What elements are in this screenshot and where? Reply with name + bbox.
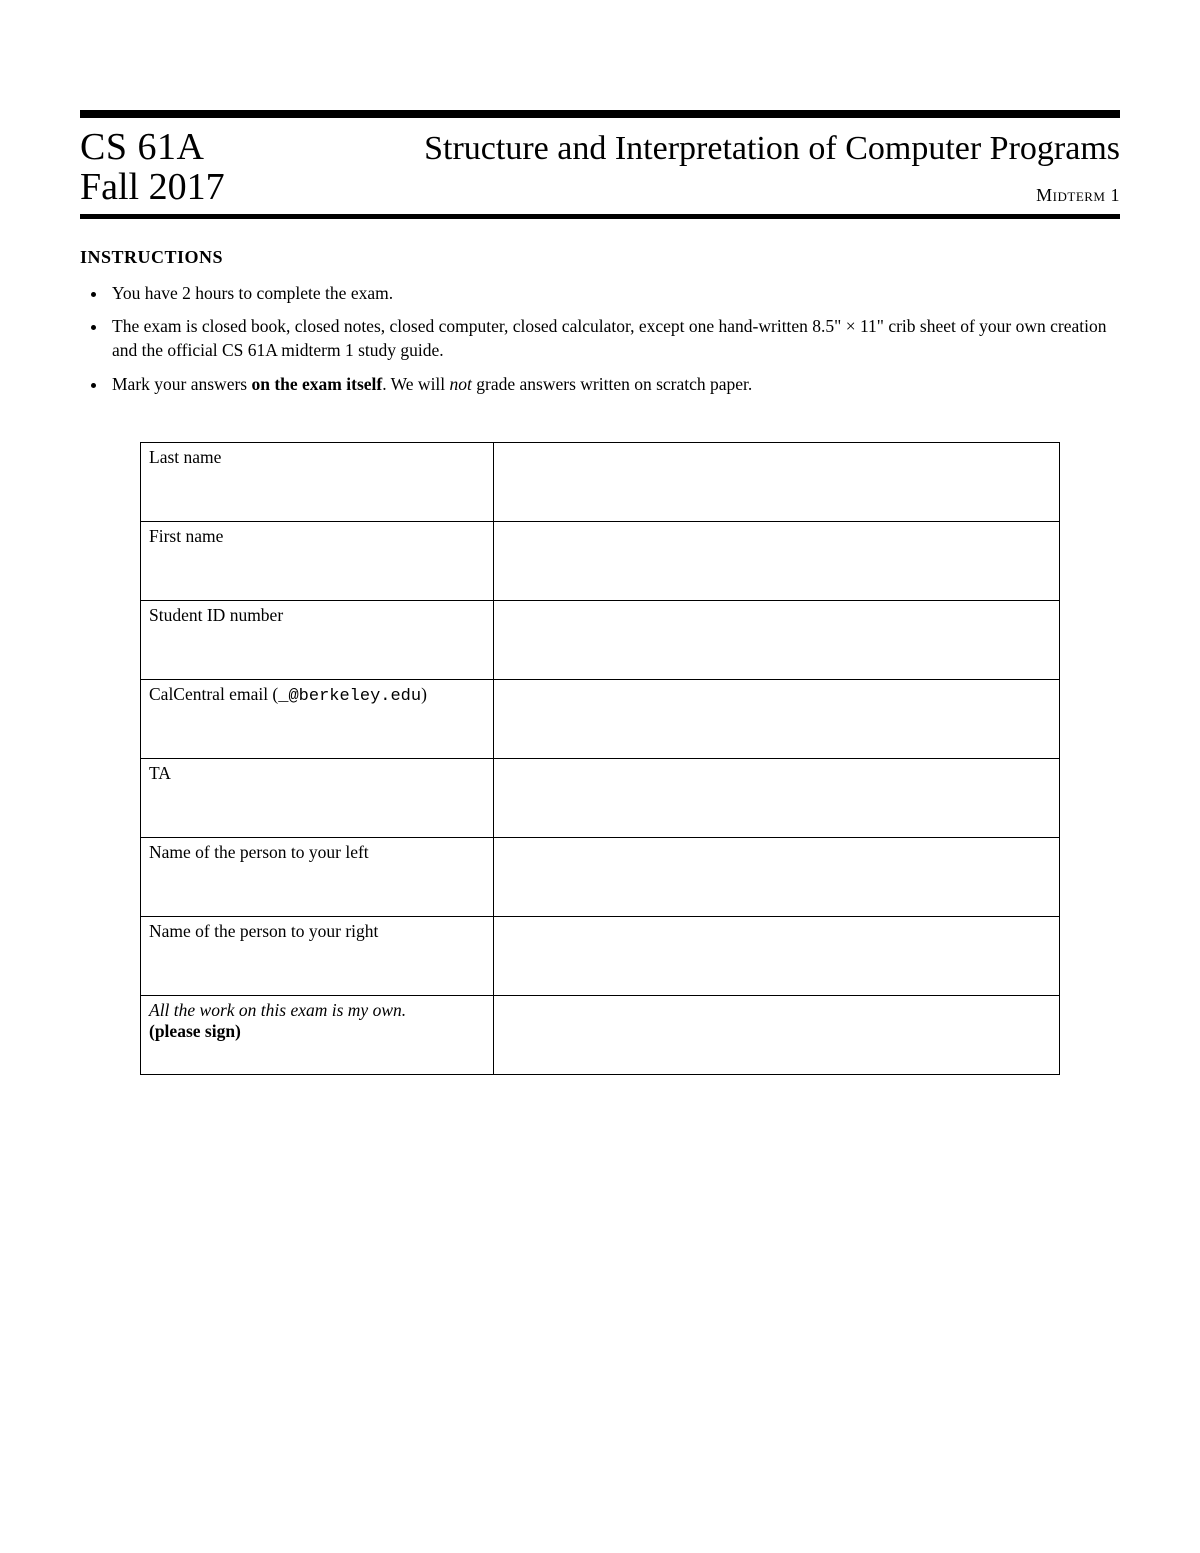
exam-cover-page: CS 61A Fall 2017 Structure and Interpret…	[0, 0, 1200, 1553]
row-label-post: )	[421, 684, 427, 704]
exam-label: Midterm 1	[1036, 185, 1120, 206]
instruction-text: Mark your answers	[112, 374, 251, 394]
left-neighbor-field[interactable]	[494, 838, 1060, 917]
table-row: TA	[141, 759, 1060, 838]
instruction-text: grade answers written on scratch paper.	[472, 374, 752, 394]
first-name-field[interactable]	[494, 522, 1060, 601]
row-label: First name	[141, 522, 494, 601]
row-label: Name of the person to your right	[141, 917, 494, 996]
instructions-list: You have 2 hours to complete the exam. T…	[108, 282, 1120, 397]
ta-field[interactable]	[494, 759, 1060, 838]
row-label: TA	[141, 759, 494, 838]
course-code: CS 61A	[80, 128, 225, 168]
row-label: All the work on this exam is my own. (pl…	[141, 996, 494, 1075]
header-right: Structure and Interpretation of Computer…	[225, 128, 1120, 206]
header: CS 61A Fall 2017 Structure and Interpret…	[80, 118, 1120, 214]
header-left: CS 61A Fall 2017	[80, 128, 225, 208]
row-label: Name of the person to your left	[141, 838, 494, 917]
email-field[interactable]	[494, 680, 1060, 759]
row-label: Last name	[141, 443, 494, 522]
honor-statement: All the work on this exam is my own.	[149, 1000, 406, 1020]
top-rule	[80, 110, 1120, 118]
row-label: CalCentral email (_@berkeley.edu)	[141, 680, 494, 759]
instruction-item: Mark your answers on the exam itself. We…	[108, 373, 1120, 397]
term-label: Fall 2017	[80, 168, 225, 208]
table-row: Name of the person to your right	[141, 917, 1060, 996]
instructions-heading: INSTRUCTIONS	[80, 247, 1120, 268]
table-row: First name	[141, 522, 1060, 601]
course-title: Structure and Interpretation of Computer…	[424, 130, 1120, 167]
signature-field[interactable]	[494, 996, 1060, 1075]
instruction-text: You have 2 hours to complete the exam.	[112, 283, 393, 303]
bottom-rule	[80, 214, 1120, 219]
right-neighbor-field[interactable]	[494, 917, 1060, 996]
student-id-field[interactable]	[494, 601, 1060, 680]
instruction-text: The exam is closed book, closed notes, c…	[112, 316, 1107, 360]
table-row: Student ID number	[141, 601, 1060, 680]
sign-prompt: (please sign)	[149, 1021, 241, 1041]
table-row: Name of the person to your left	[141, 838, 1060, 917]
table-row: CalCentral email (_@berkeley.edu)	[141, 680, 1060, 759]
instruction-item: You have 2 hours to complete the exam.	[108, 282, 1120, 306]
row-label-pre: CalCentral email (	[149, 684, 278, 704]
row-label-tt: _@berkeley.edu	[278, 687, 421, 706]
instruction-item: The exam is closed book, closed notes, c…	[108, 315, 1120, 362]
info-table: Last name First name Student ID number C…	[140, 442, 1060, 1075]
row-label: Student ID number	[141, 601, 494, 680]
last-name-field[interactable]	[494, 443, 1060, 522]
table-row: All the work on this exam is my own. (pl…	[141, 996, 1060, 1075]
instruction-text: . We will	[382, 374, 449, 394]
instruction-bold: on the exam itself	[251, 374, 382, 394]
table-row: Last name	[141, 443, 1060, 522]
info-table-wrap: Last name First name Student ID number C…	[80, 442, 1120, 1075]
instruction-italic: not	[450, 374, 472, 394]
